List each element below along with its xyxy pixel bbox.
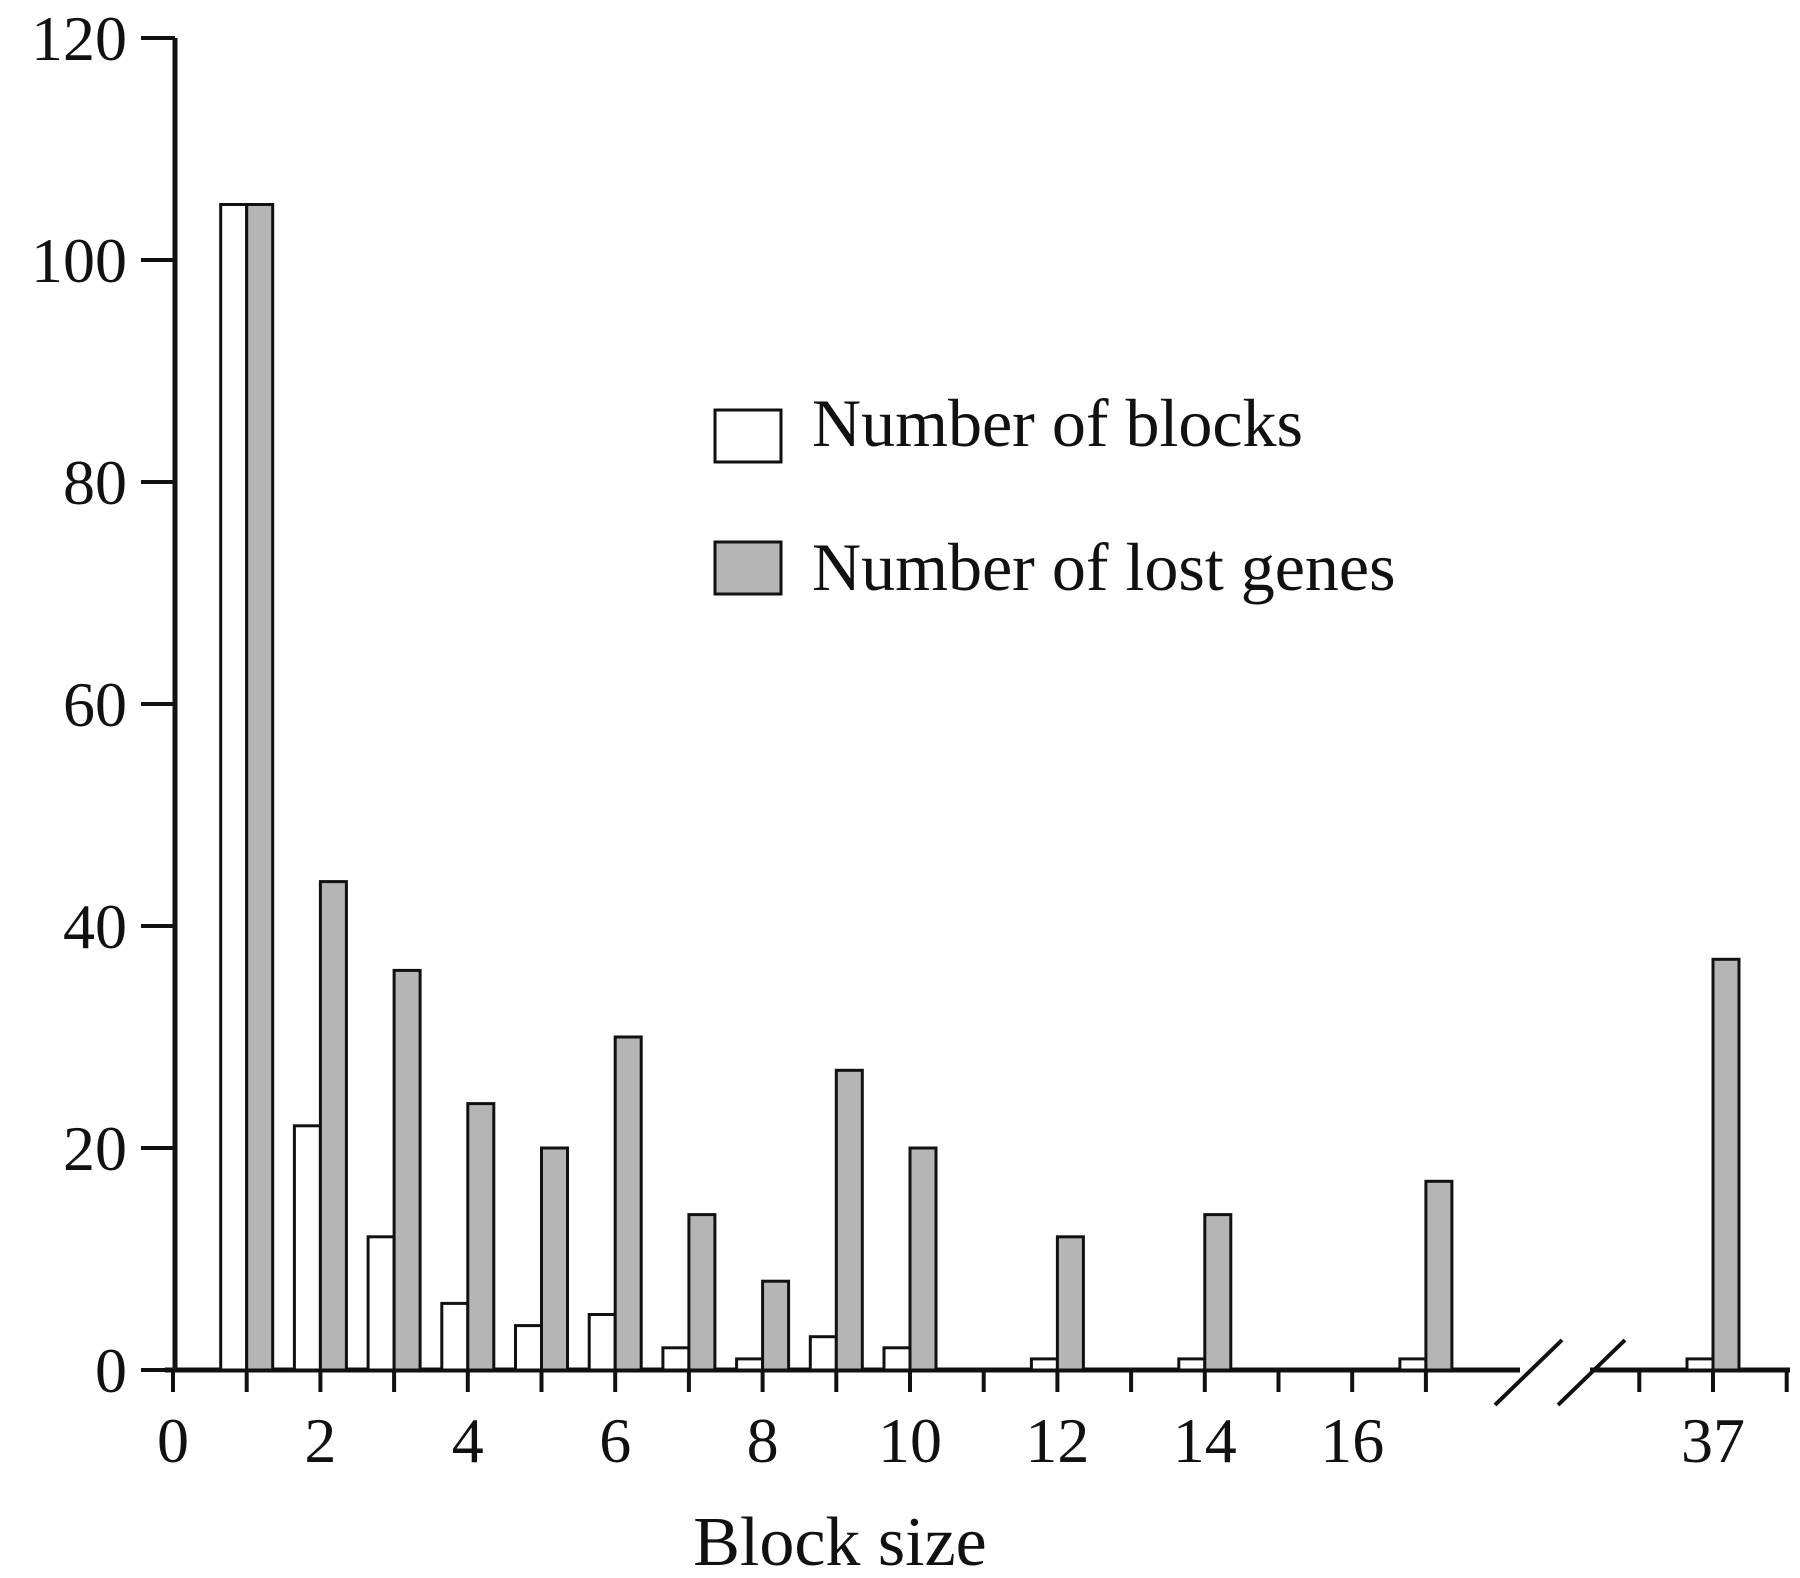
bar-number-of-lost-genes (613, 1035, 643, 1372)
bar-number-of-blocks (440, 1301, 470, 1372)
bar-number-of-lost-genes (1203, 1213, 1233, 1372)
x-tick-label: 12 (1025, 1405, 1089, 1476)
x-tick-label: 16 (1320, 1405, 1384, 1476)
bar-number-of-lost-genes (1424, 1179, 1454, 1372)
axis-break-mark (1556, 1338, 1627, 1407)
bars (219, 203, 1741, 1372)
bar-number-of-blocks (219, 203, 249, 1372)
bar-number-of-blocks (587, 1313, 617, 1372)
bar-number-of-blocks (661, 1346, 691, 1372)
bar-number-of-blocks (1685, 1357, 1715, 1372)
y-tick-label: 0 (95, 1335, 127, 1406)
bar-number-of-blocks (514, 1324, 543, 1372)
bar-number-of-blocks (735, 1357, 765, 1372)
x-axis-title: Block size (693, 1504, 987, 1578)
x-tick-label: 8 (747, 1405, 779, 1476)
bar-number-of-lost-genes (1055, 1235, 1085, 1372)
y-tick-label: 60 (63, 669, 127, 740)
y-tick-label: 80 (63, 447, 127, 518)
bar-number-of-lost-genes (834, 1068, 864, 1372)
legend-label-lost-genes: Number of lost genes (812, 529, 1396, 605)
y-tick-label: 20 (63, 1113, 127, 1184)
bar-number-of-blocks (292, 1124, 322, 1372)
legend: Number of blocks Number of lost genes (713, 385, 1396, 605)
bar-number-of-lost-genes (908, 1146, 938, 1372)
y-tick-label: 40 (63, 891, 127, 962)
x-tick-label: 6 (599, 1405, 631, 1476)
legend-swatch-blocks (713, 408, 783, 464)
bar-number-of-blocks (808, 1335, 838, 1372)
bar-number-of-blocks (1029, 1357, 1059, 1372)
bar-number-of-blocks (882, 1346, 912, 1372)
bar-number-of-lost-genes (466, 1102, 496, 1372)
bar-number-of-blocks (1398, 1357, 1428, 1372)
bar-number-of-lost-genes (245, 203, 275, 1372)
bar-number-of-lost-genes (392, 968, 422, 1372)
y-axis: 0 20 40 60 80 100 120 (31, 3, 178, 1406)
bar-number-of-lost-genes (761, 1279, 791, 1372)
bar-number-of-lost-genes (1711, 957, 1741, 1372)
x-tick-label: 10 (878, 1405, 942, 1476)
y-tick-label: 120 (31, 3, 127, 74)
x-tick-label: 14 (1173, 1405, 1237, 1476)
bar-number-of-lost-genes (687, 1213, 717, 1372)
legend-label-blocks: Number of blocks (812, 385, 1303, 461)
y-tick-label: 100 (31, 225, 127, 296)
bar-number-of-lost-genes (318, 880, 348, 1372)
x-tick-label: 0 (157, 1405, 189, 1476)
axis-break-mark (1493, 1338, 1564, 1407)
x-tick-label: 2 (304, 1405, 336, 1476)
bar-number-of-blocks (366, 1235, 396, 1372)
x-tick-label: 4 (452, 1405, 484, 1476)
bar-number-of-blocks (1177, 1357, 1207, 1372)
legend-swatch-lost-genes (713, 540, 783, 596)
bar-number-of-lost-genes (540, 1146, 569, 1372)
x-tick-label: 37 (1681, 1405, 1745, 1476)
